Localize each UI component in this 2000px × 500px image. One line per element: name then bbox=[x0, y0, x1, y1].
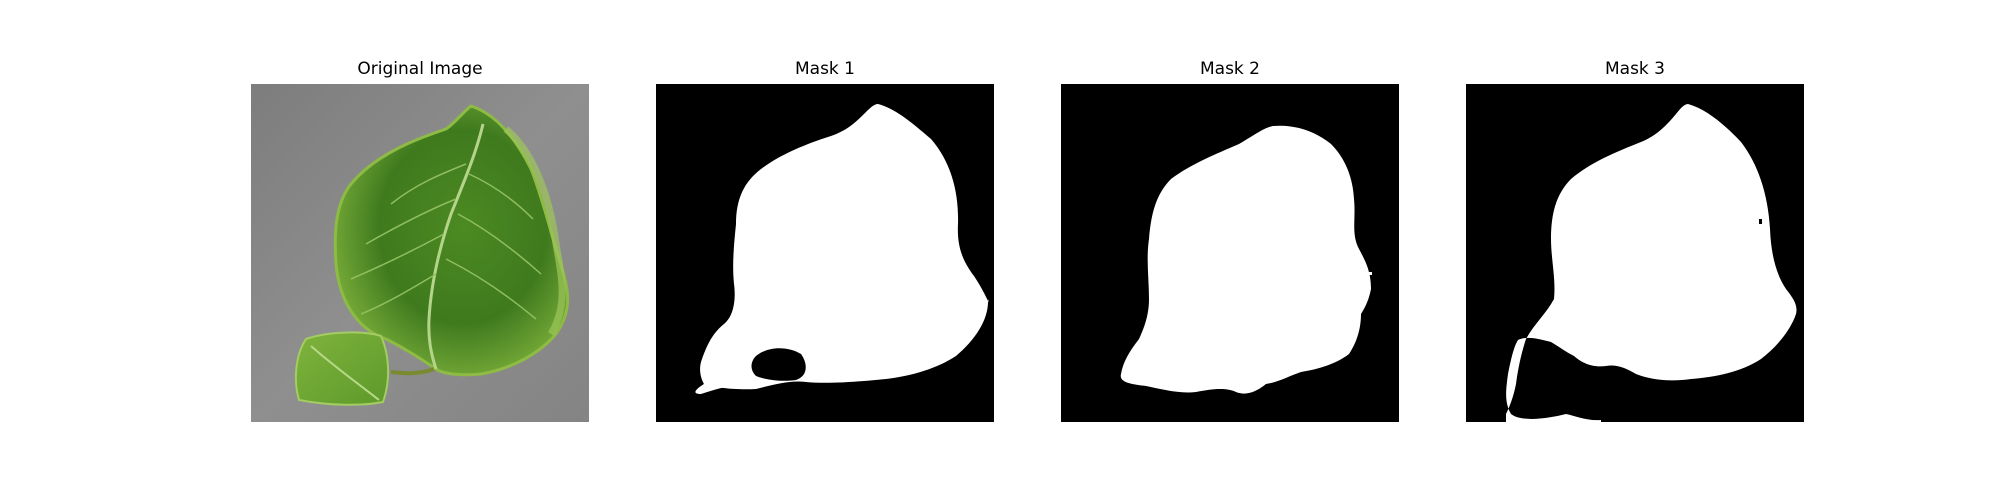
mask-3-image bbox=[1466, 84, 1804, 422]
mask-2-panel bbox=[1061, 84, 1399, 422]
mask-1-title: Mask 1 bbox=[656, 58, 994, 80]
mask-1-panel bbox=[656, 84, 994, 422]
original-image-title: Original Image bbox=[251, 58, 589, 80]
mask-1-image bbox=[656, 84, 994, 422]
mask-2-title: Mask 2 bbox=[1061, 58, 1399, 80]
original-image-panel bbox=[251, 84, 589, 422]
mask-3-panel bbox=[1466, 84, 1804, 422]
leaf-photo bbox=[251, 84, 589, 422]
small-leaf bbox=[296, 332, 388, 404]
mask-3-title: Mask 3 bbox=[1466, 58, 1804, 80]
mask-2-image bbox=[1061, 84, 1399, 422]
